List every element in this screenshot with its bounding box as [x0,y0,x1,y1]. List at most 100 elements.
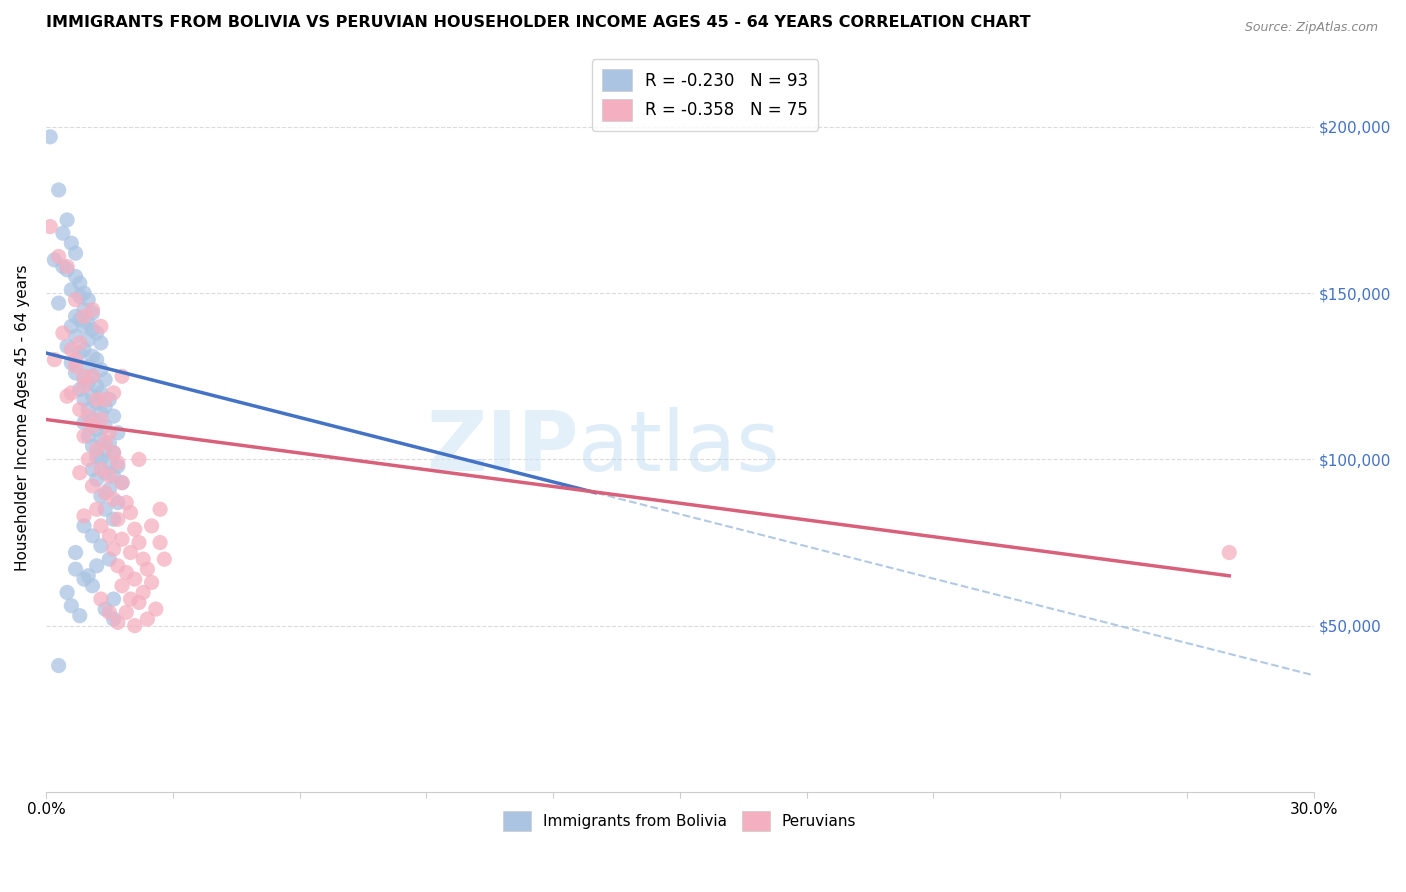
Y-axis label: Householder Income Ages 45 - 64 years: Householder Income Ages 45 - 64 years [15,265,30,571]
Point [107,458,129,473]
Point [73,343,96,357]
Point [103,492,125,507]
Point [44,252,66,267]
Point [77,359,100,374]
Point [115,606,138,620]
Point [77,293,100,307]
Point [1218,545,1240,559]
Point [94,502,117,516]
Point [82,419,104,434]
Point [98,469,121,483]
Point [52,326,75,340]
Point [77,376,100,390]
Point [86,442,108,457]
Point [111,579,134,593]
Point [111,532,134,546]
Point [107,512,129,526]
Point [115,495,138,509]
Point [90,539,112,553]
Point [94,419,117,434]
Point [141,519,163,533]
Point [73,319,96,334]
Point [65,352,87,367]
Point [69,383,91,397]
Point [69,466,91,480]
Point [82,462,104,476]
Point [69,346,91,360]
Point [73,508,96,523]
Point [98,529,121,543]
Point [52,260,75,274]
Point [136,562,159,576]
Point [94,442,117,457]
Point [103,469,125,483]
Point [73,286,96,301]
Point [90,433,112,447]
Point [86,449,108,463]
Point [94,466,117,480]
Point [90,412,112,426]
Point [39,219,62,234]
Point [60,599,83,613]
Point [107,615,129,630]
Point [65,545,87,559]
Point [90,319,112,334]
Point [86,352,108,367]
Point [90,592,112,607]
Point [86,326,108,340]
Point [73,392,96,407]
Point [82,389,104,403]
Point [94,602,117,616]
Point [94,399,117,413]
Point [128,535,150,549]
Point [82,369,104,384]
Point [149,502,172,516]
Point [107,425,129,440]
Point [65,562,87,576]
Point [94,485,117,500]
Text: IMMIGRANTS FROM BOLIVIA VS PERUVIAN HOUSEHOLDER INCOME AGES 45 - 64 YEARS CORREL: IMMIGRANTS FROM BOLIVIA VS PERUVIAN HOUS… [46,15,1031,30]
Point [103,542,125,557]
Point [73,572,96,586]
Point [73,416,96,430]
Point [82,349,104,363]
Point [52,226,75,240]
Point [98,435,121,450]
Point [73,369,96,384]
Point [86,502,108,516]
Point [98,392,121,407]
Point [90,336,112,351]
Legend: Immigrants from Bolivia, Peruvians: Immigrants from Bolivia, Peruvians [498,805,863,837]
Point [90,462,112,476]
Point [48,183,70,197]
Point [128,452,150,467]
Point [82,302,104,317]
Point [145,602,167,616]
Point [107,558,129,573]
Point [73,429,96,443]
Point [120,506,142,520]
Text: Source: ZipAtlas.com: Source: ZipAtlas.com [1244,21,1378,34]
Point [82,439,104,453]
Point [56,585,79,599]
Point [90,385,112,400]
Point [56,213,79,227]
Point [60,283,83,297]
Point [107,495,129,509]
Point [77,429,100,443]
Point [94,392,117,407]
Point [103,592,125,607]
Point [90,519,112,533]
Point [98,456,121,470]
Point [132,585,155,599]
Point [103,612,125,626]
Point [115,566,138,580]
Point [90,406,112,420]
Point [77,569,100,583]
Point [65,246,87,260]
Point [73,302,96,317]
Point [90,362,112,376]
Point [77,333,100,347]
Point [73,379,96,393]
Point [60,236,83,251]
